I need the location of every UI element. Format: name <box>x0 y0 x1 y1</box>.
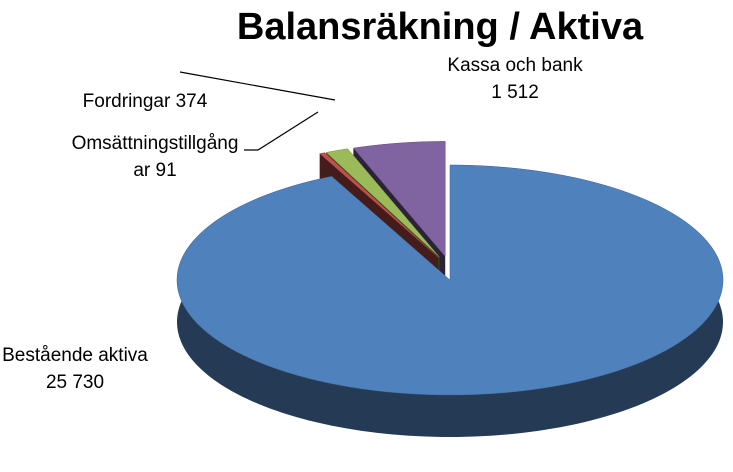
slice <box>319 152 439 258</box>
label-name: Bestående aktiva <box>2 345 148 366</box>
slice <box>352 141 446 258</box>
chart-title: Balansräkning / Aktiva <box>236 6 644 48</box>
data-label: Bestående aktiva 25 730 <box>0 342 150 396</box>
label-value: 1 512 <box>491 82 539 103</box>
label-value: 374 <box>175 91 208 112</box>
data-label: Fordringar 374 <box>50 88 240 115</box>
label-value: 25 730 <box>45 372 105 393</box>
label-name: Omsättningstillgångar <box>71 133 239 181</box>
data-label: Omsättningstillgångar 91 <box>70 130 240 184</box>
slice <box>176 164 724 396</box>
label-name: Fordringar <box>82 91 171 112</box>
leader-line <box>179 71 336 101</box>
slice <box>325 148 440 258</box>
slices <box>176 141 724 437</box>
leader-line <box>244 111 319 151</box>
label-name: Kassa och bank <box>447 55 583 76</box>
data-label: Kassa och bank 1 512 <box>440 52 590 106</box>
label-value: 91 <box>155 160 177 181</box>
